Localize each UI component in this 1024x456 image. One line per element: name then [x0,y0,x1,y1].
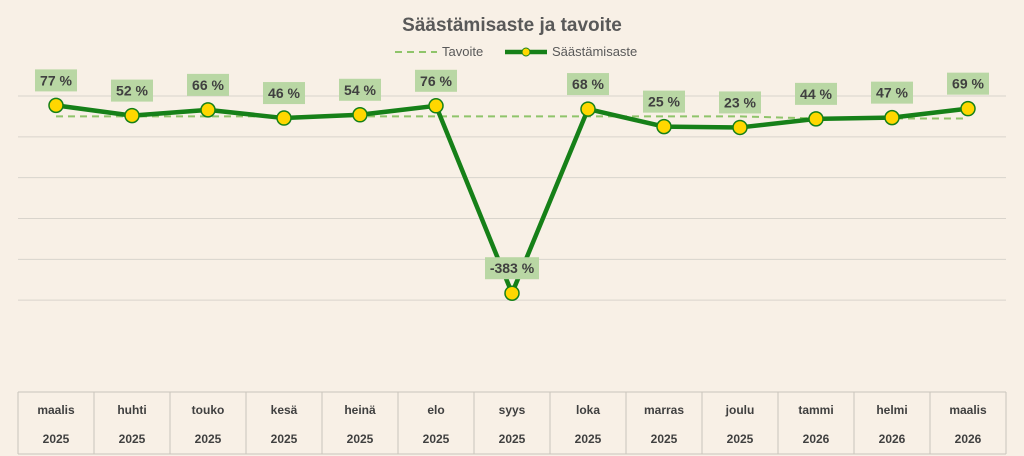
legend: Tavoite Säästämisaste [395,44,637,59]
data-label-box-3 [263,82,305,105]
saastamisaste-point-0 [48,97,64,114]
x-tick-month-4: heinä [344,403,376,417]
x-tick-year-9: 2025 [727,432,754,446]
data-label-box-0 [35,69,77,92]
data-label-text-1: 52 % [116,83,148,99]
x-tick-month-1: huhti [117,403,146,417]
data-label-0: 77 % [35,69,77,92]
data-label-box-1 [111,79,153,102]
saastamisaste-point-1 [124,107,140,124]
x-tick-month-11: helmi [876,403,907,417]
series-layer [48,97,976,301]
data-label-text-2: 66 % [192,77,224,93]
data-label-3: 46 % [263,82,305,105]
data-label-4: 54 % [339,78,381,101]
x-tick-year-2: 2025 [195,432,222,446]
data-label-9: 23 % [719,91,761,114]
x-tick-month-0: maalis [37,403,75,417]
x-tick-year-12: 2026 [955,432,982,446]
data-label-5: 76 % [415,69,457,92]
data-label-box-2 [187,73,229,96]
x-tick-year-7: 2025 [575,432,602,446]
x-tick-month-9: joulu [725,403,755,417]
data-label-text-12: 69 % [952,76,984,92]
data-label-2: 66 % [187,73,229,96]
data-label-text-9: 23 % [724,94,756,110]
saastamisaste-point-11 [884,109,900,126]
data-label-text-0: 77 % [40,72,72,88]
data-labels: 77 % 52 % 66 % 46 % 54 % 76 % -383 % 68 % 25 % 23… [35,69,989,280]
saastamisaste-point-7 [580,101,596,117]
data-label-box-11 [871,81,913,104]
saastamisaste-point-9 [732,119,748,136]
data-label-box-5 [415,69,457,92]
data-label-text-11: 47 % [876,85,908,101]
data-label-text-3: 46 % [268,85,300,101]
data-label-text-5: 76 % [420,73,452,89]
x-tick-month-7: loka [576,403,600,417]
x-tick-month-3: kesä [271,403,298,417]
data-label-box-6 [485,257,539,280]
data-label-8: 25 % [643,90,685,113]
x-tick-month-10: tammi [798,403,833,417]
saastamisaste-point-5 [428,98,444,114]
x-tick-month-5: elo [427,403,444,417]
chart-title: Säästämisaste ja tavoite [402,15,622,36]
saastamisaste-point-10 [808,111,824,127]
data-label-text-10: 44 % [800,86,832,102]
data-label-text-6: -383 % [490,260,535,276]
data-label-10: 44 % [795,82,837,105]
saastamisaste-point-3 [276,110,292,126]
x-tick-year-8: 2025 [651,432,678,446]
saastamisaste-point-2 [200,102,216,118]
x-tick-year-3: 2025 [271,432,298,446]
x-tick-year-5: 2025 [423,432,450,446]
x-tick-year-6: 2025 [499,432,526,446]
data-label-11: 47 % [871,81,913,104]
saastamisaste-point-12 [960,100,976,117]
x-tick-month-12: maalis [949,403,987,417]
data-label-box-8 [643,90,685,113]
data-label-text-8: 25 % [648,94,680,110]
saastamisaste-point-6 [504,285,520,301]
x-tick-month-6: syys [499,403,526,417]
data-label-box-4 [339,78,381,101]
gridlines [18,95,1006,301]
data-label-1: 52 % [111,79,153,102]
x-tick-month-8: marras [644,403,684,417]
x-tick-year-0: 2025 [43,432,70,446]
x-tick-year-4: 2025 [347,432,374,446]
data-label-box-9 [719,91,761,114]
data-label-7: 68 % [567,73,609,96]
data-label-box-12 [947,72,989,95]
x-tick-month-2: touko [192,403,225,417]
legend-saastamisaste-label: Säästämisaste [552,44,637,59]
data-label-box-7 [567,73,609,96]
data-label-12: 69 % [947,72,989,95]
saastamisaste-point-8 [656,118,672,135]
data-label-6: -383 % [485,257,539,280]
data-label-text-4: 54 % [344,82,376,98]
data-label-box-10 [795,82,837,105]
data-label-text-7: 68 % [572,76,604,92]
saastamisaste-point-4 [352,107,368,123]
category-axis: maalis 2025 huhti 2025 touko 2025 kesä 2025 hein… [17,391,1007,455]
x-tick-year-11: 2026 [879,432,906,446]
x-tick-year-1: 2025 [119,432,146,446]
x-tick-year-10: 2026 [803,432,830,446]
legend-saastamisaste-marker [521,47,531,57]
legend-tavoite-label: Tavoite [442,44,483,59]
